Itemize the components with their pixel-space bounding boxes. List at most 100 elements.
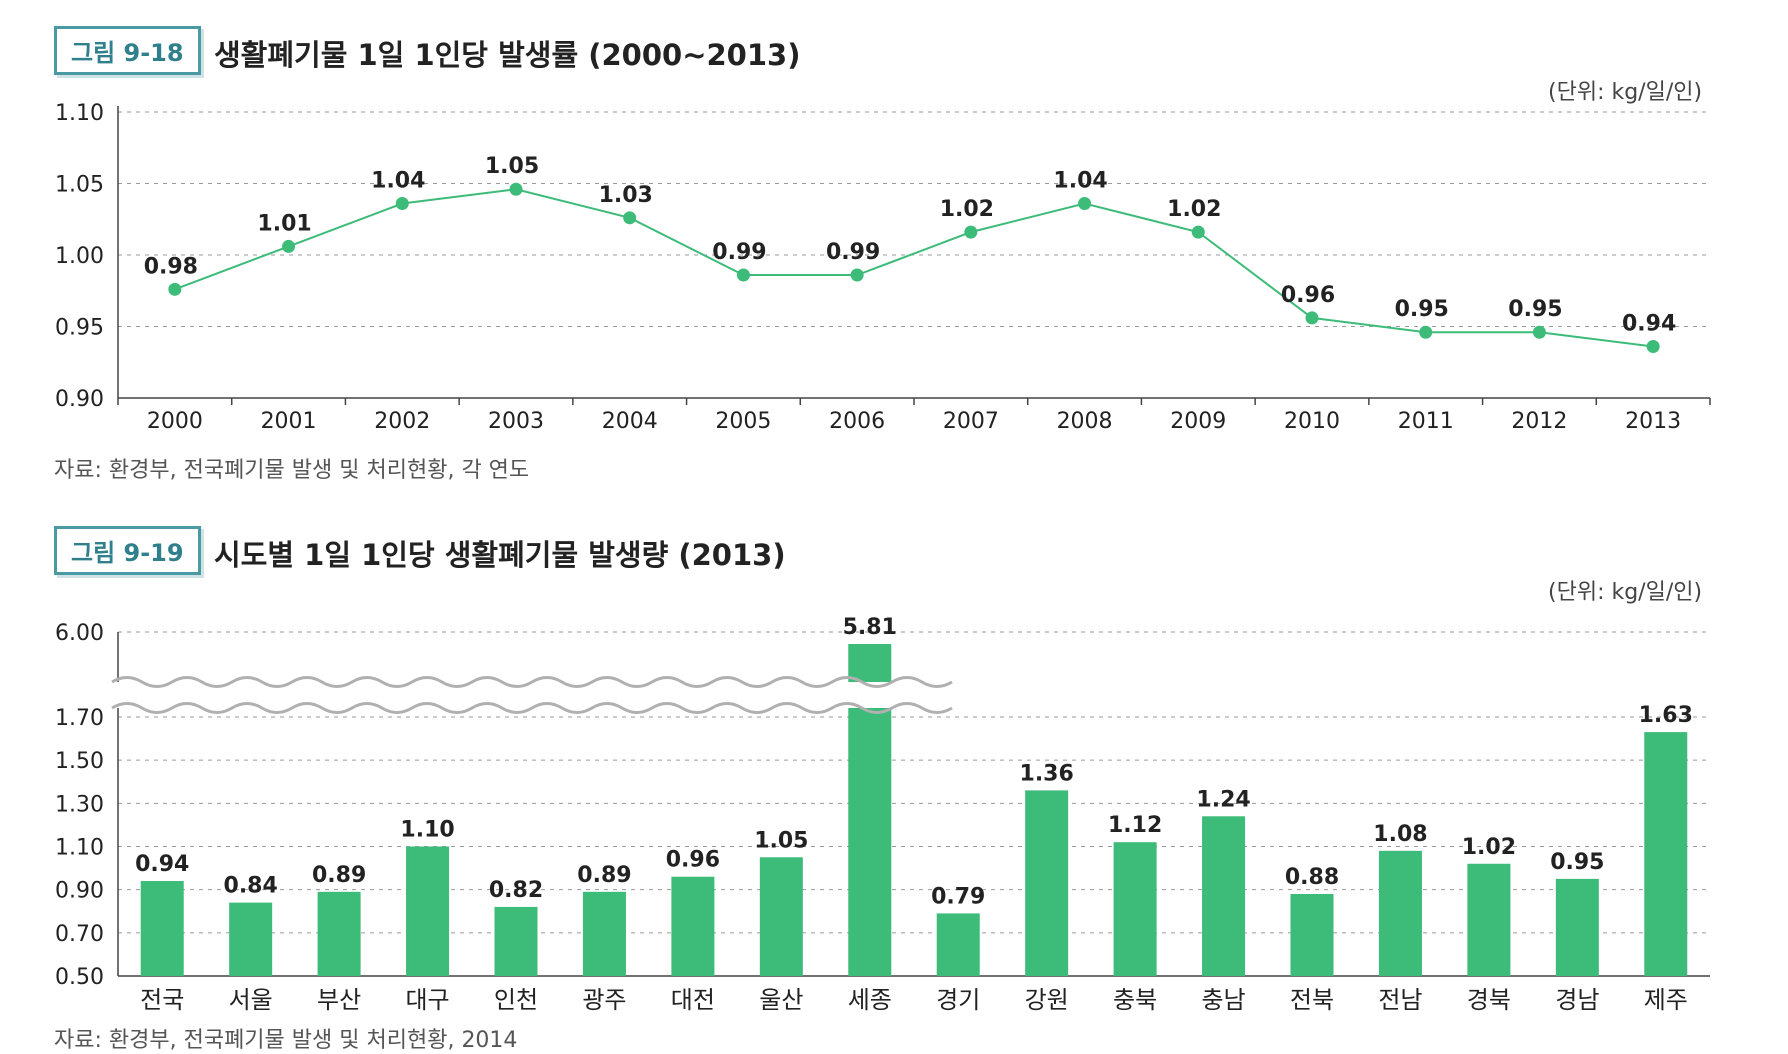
x-tick-label: 2009: [1170, 409, 1226, 434]
bar: [229, 902, 273, 976]
bar: [406, 846, 450, 976]
data-point: [395, 197, 409, 211]
x-tick-label: 경북: [1467, 986, 1511, 1014]
x-tick-label: 2003: [488, 409, 544, 434]
y-tick-label: 1.50: [55, 749, 104, 774]
data-point: [1078, 197, 1092, 211]
x-tick-label: 2005: [715, 409, 771, 434]
data-label: 1.05: [485, 154, 539, 179]
y-tick-label: 1.05: [55, 173, 104, 198]
x-tick-label: 충북: [1113, 986, 1157, 1014]
data-label: 0.84: [224, 874, 278, 899]
x-tick-label: 전국: [140, 986, 184, 1014]
data-label: 0.88: [1285, 865, 1339, 890]
bar: [1467, 863, 1511, 976]
unit-label: (단위: kg/일/인): [1548, 80, 1703, 105]
x-tick-label: 충남: [1201, 986, 1245, 1014]
x-tick-label: 2013: [1625, 409, 1681, 434]
x-tick-label: 서울: [229, 986, 273, 1014]
data-label: 1.10: [400, 818, 454, 843]
x-tick-label: 경남: [1555, 986, 1599, 1014]
y-tick-label: 1.30: [55, 792, 104, 817]
data-label: 0.98: [144, 254, 198, 279]
unit-label: (단위: kg/일/인): [1548, 580, 1703, 605]
data-point: [736, 268, 750, 282]
data-point: [623, 211, 637, 225]
data-label: 1.63: [1639, 703, 1693, 728]
y-tick-label: 0.90: [55, 387, 104, 412]
data-point: [850, 268, 864, 282]
figure-title: 생활폐기물 1일 1인당 발생률 (2000~2013): [214, 38, 801, 72]
y-tick-label: 0.95: [55, 316, 104, 341]
data-label: 1.02: [1167, 197, 1221, 222]
data-label: 1.02: [1462, 835, 1516, 860]
x-tick-label: 2001: [261, 409, 317, 434]
x-tick-label: 전남: [1378, 986, 1422, 1014]
x-tick-label: 대구: [405, 986, 449, 1014]
data-label: 0.94: [135, 852, 189, 877]
bar: [1202, 816, 1246, 976]
y-tick-label: 0.70: [55, 922, 104, 947]
data-label: 0.96: [1281, 283, 1335, 308]
figure-title: 시도별 1일 1인당 생활폐기물 발생량 (2013): [214, 538, 786, 572]
x-tick-label: 2000: [147, 409, 203, 434]
axis-break-line: [111, 702, 953, 714]
bar: [140, 881, 184, 976]
figure-tag: 그림 9-19: [54, 526, 201, 575]
bar: [1290, 893, 1334, 976]
data-label: 0.94: [1622, 312, 1676, 337]
data-label: 1.05: [754, 828, 808, 853]
data-label: 0.82: [489, 878, 543, 903]
y-tick-label: 1.10: [55, 101, 104, 126]
data-point: [1532, 325, 1546, 339]
figure-tag: 그림 9-18: [54, 26, 201, 75]
data-label: 0.79: [931, 884, 985, 909]
data-point: [282, 239, 296, 253]
data-label: 0.95: [1508, 297, 1562, 322]
x-tick-label: 2010: [1284, 409, 1340, 434]
data-point: [964, 225, 978, 239]
data-point: [509, 182, 523, 196]
bar: [582, 891, 626, 976]
x-tick-label: 경기: [936, 986, 980, 1014]
data-label: 0.99: [712, 240, 766, 265]
source-note: 자료: 환경부, 전국폐기물 발생 및 처리현황, 각 연도: [54, 458, 530, 483]
bar: [1025, 790, 1069, 976]
x-tick-label: 부산: [317, 986, 361, 1014]
x-tick-label: 대전: [671, 986, 715, 1014]
y-tick-label: 6.00: [55, 621, 104, 646]
data-label: 1.12: [1108, 813, 1162, 838]
x-tick-label: 2007: [943, 409, 999, 434]
data-label: 0.89: [577, 863, 631, 888]
x-tick-label: 전북: [1290, 986, 1334, 1014]
data-point: [1419, 325, 1433, 339]
x-tick-label: 2006: [829, 409, 885, 434]
x-tick-label: 강원: [1025, 986, 1069, 1014]
data-label: 0.89: [312, 863, 366, 888]
data-label: 1.03: [599, 183, 653, 208]
source-note: 자료: 환경부, 전국폐기물 발생 및 처리현황, 2014: [54, 1028, 518, 1053]
data-label: 0.95: [1550, 850, 1604, 875]
x-tick-label: 인천: [494, 986, 538, 1014]
y-tick-label: 1.70: [55, 706, 104, 731]
data-label: 0.99: [826, 240, 880, 265]
x-tick-label: 2002: [374, 409, 430, 434]
y-tick-label: 0.50: [55, 965, 104, 990]
bar: [1378, 850, 1422, 976]
x-tick-label: 울산: [759, 986, 803, 1014]
y-tick-label: 0.90: [55, 879, 104, 904]
data-label: 0.96: [666, 848, 720, 873]
data-label: 1.36: [1020, 761, 1074, 786]
data-label: 5.81: [843, 615, 897, 640]
bar: [759, 857, 803, 976]
bar: [671, 876, 715, 976]
x-tick-label: 2011: [1398, 409, 1454, 434]
y-tick-label: 1.10: [55, 836, 104, 861]
line-chart: 0.90 0.95 1.00 1.05 1.10 2000 2001 2002 2003 2004…: [55, 101, 1711, 434]
x-tick-label: 광주: [582, 986, 626, 1014]
bar: [1644, 732, 1688, 976]
data-point: [1191, 225, 1205, 239]
bar: [1113, 842, 1157, 976]
y-tick-label: 1.00: [55, 244, 104, 269]
data-label: 1.04: [1053, 169, 1107, 194]
